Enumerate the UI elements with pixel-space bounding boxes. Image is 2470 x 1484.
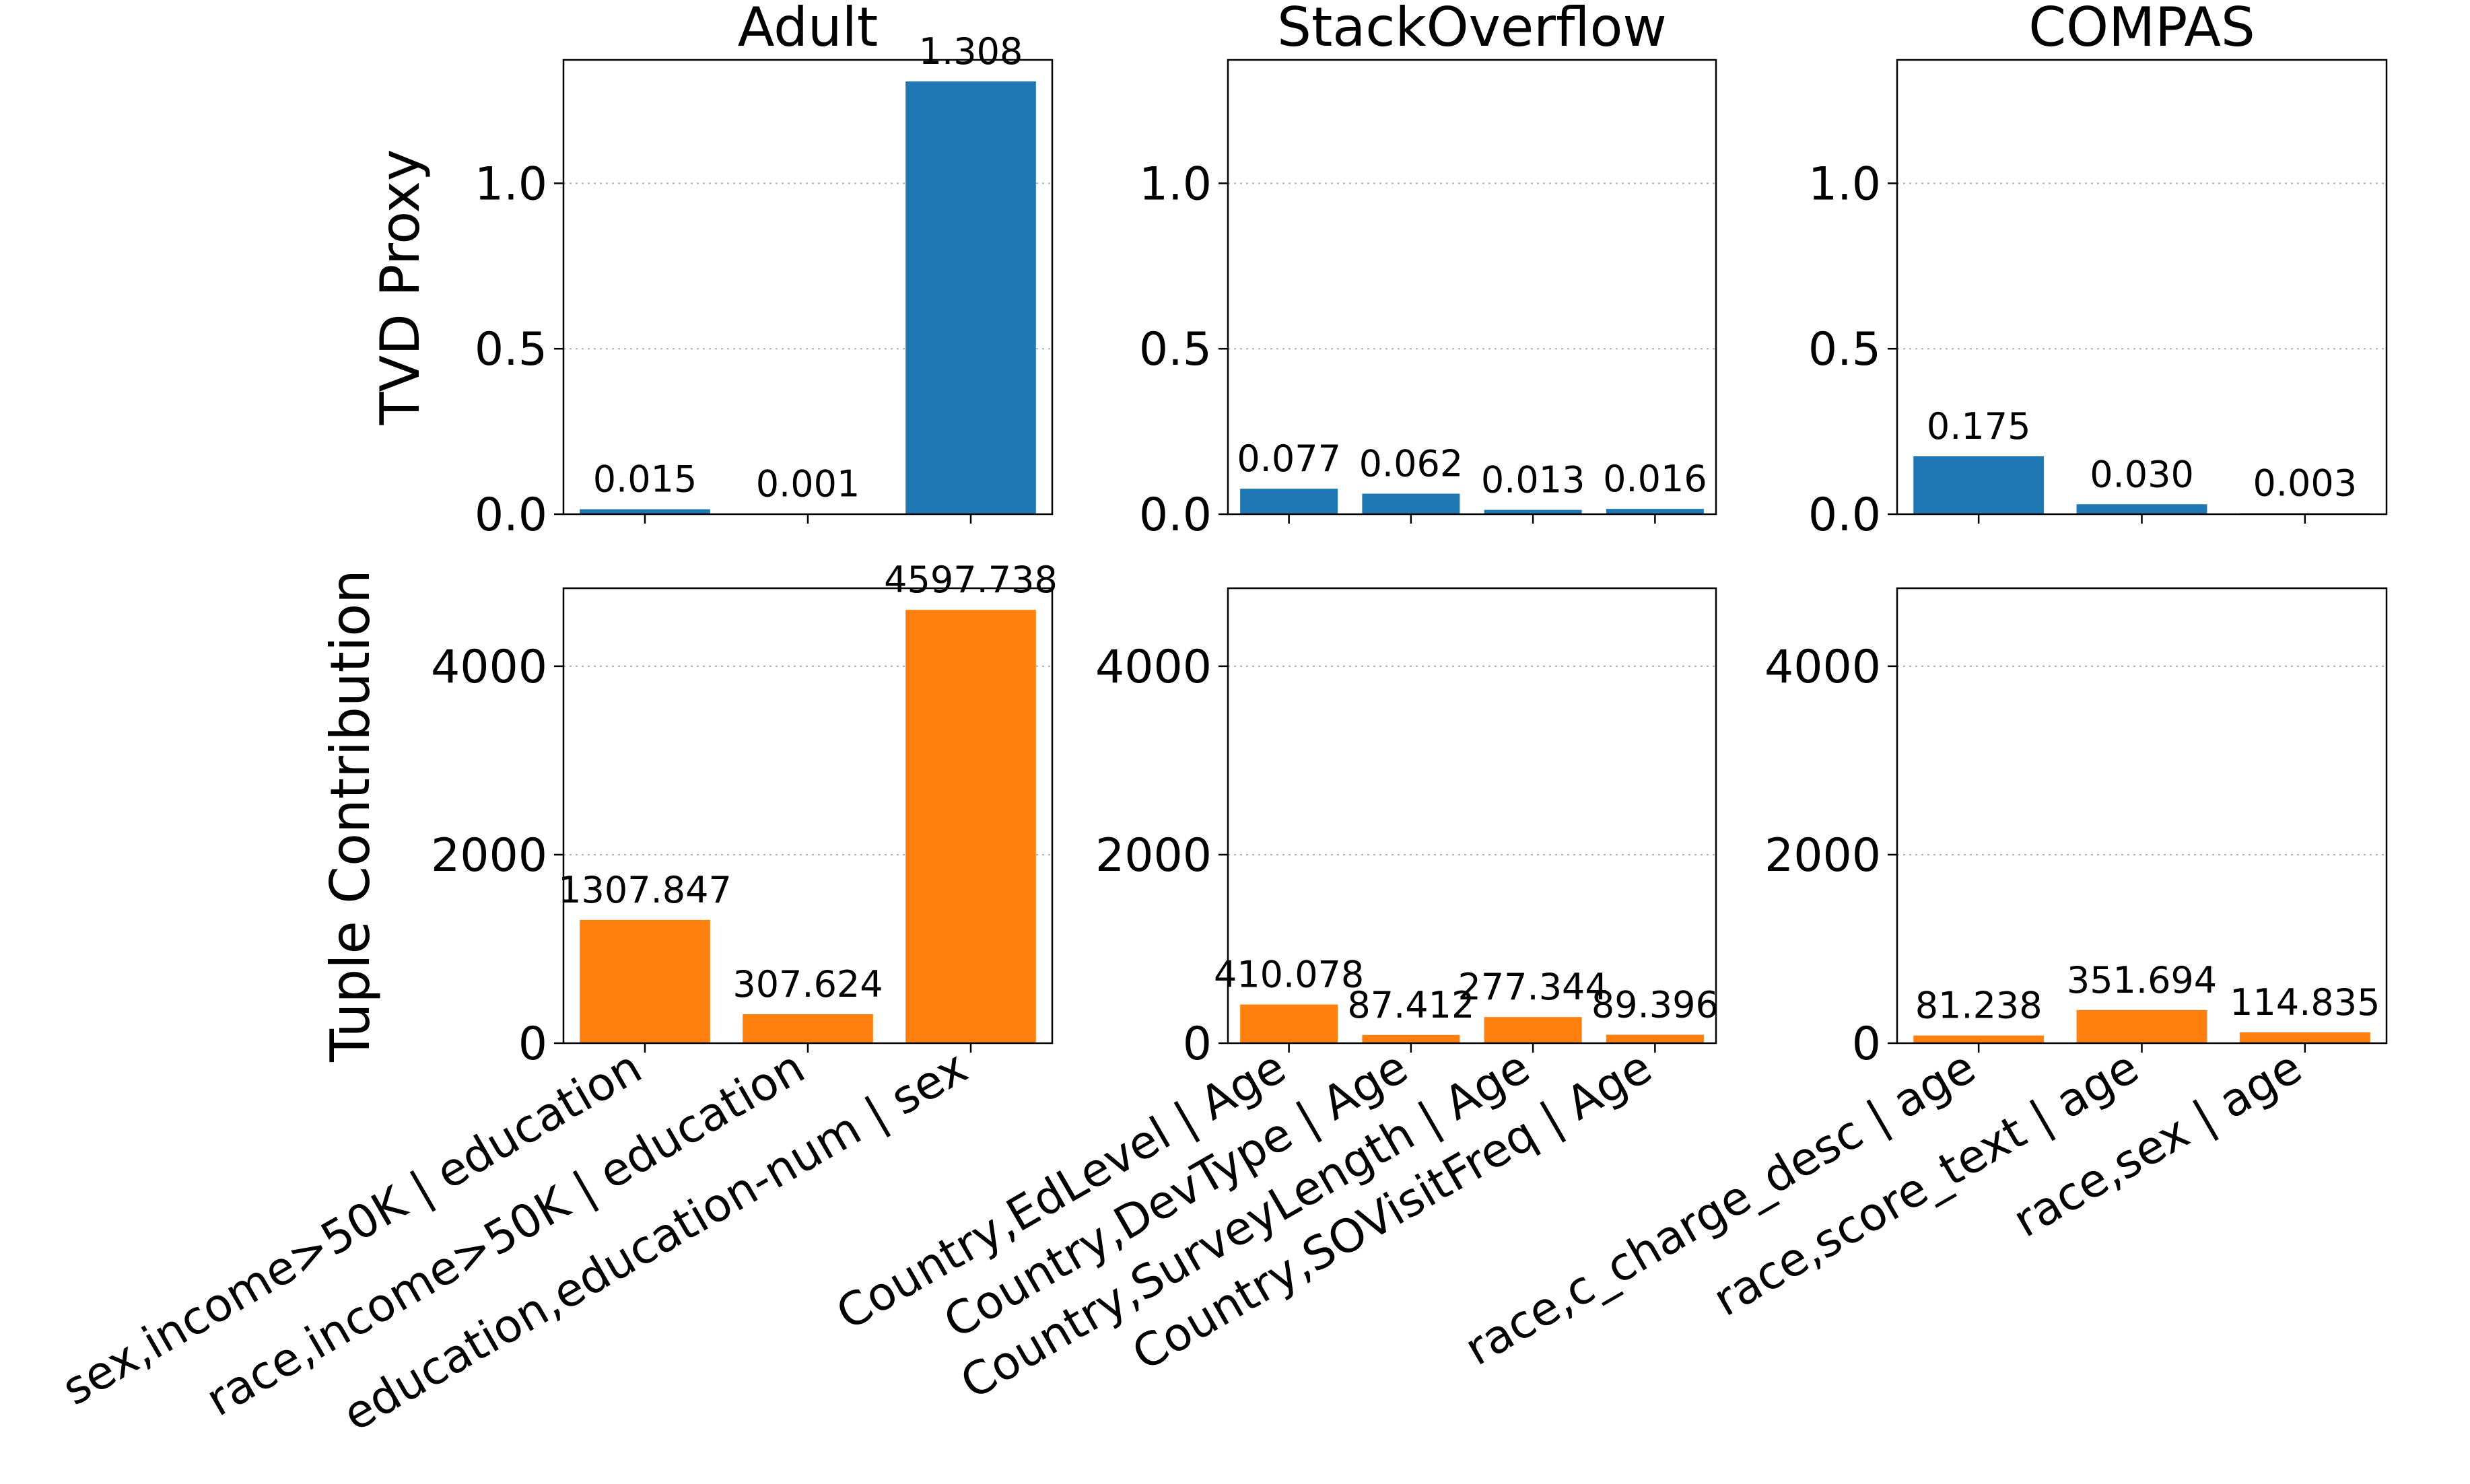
data-label: 0.062 <box>1359 443 1464 485</box>
data-label: 0.175 <box>1927 405 2031 448</box>
bar <box>2077 1010 2207 1043</box>
y-tick-label: 0.5 <box>475 323 547 376</box>
bar <box>1362 1035 1460 1043</box>
y-tick-label: 2000 <box>1764 829 1881 882</box>
data-label: 410.078 <box>1214 954 1364 996</box>
y-tick-label: 4000 <box>1764 641 1881 694</box>
data-label: 0.077 <box>1237 437 1341 480</box>
data-label: 277.344 <box>1457 966 1608 1008</box>
y-tick-label: 0 <box>518 1018 547 1071</box>
y-axis-label: Tuple Contribution <box>319 569 382 1063</box>
data-label: 81.238 <box>1915 985 2043 1027</box>
bar <box>1362 494 1460 514</box>
data-label: 114.835 <box>2230 981 2380 1024</box>
x-tick-label: race,sex | age <box>2004 1040 2310 1248</box>
data-label: 0.030 <box>2090 453 2194 495</box>
y-tick-label: 0 <box>1183 1018 1212 1071</box>
y-tick-label: 2000 <box>1095 829 1212 882</box>
data-label: 89.396 <box>1591 983 1719 1026</box>
y-tick-label: 1.0 <box>1808 157 1881 211</box>
bar <box>580 920 710 1043</box>
data-label: 0.013 <box>1481 459 1585 501</box>
x-tick-label: education,education-num | sex <box>335 1040 977 1442</box>
data-label: 87.412 <box>1347 984 1474 1026</box>
bar <box>1240 489 1338 514</box>
y-tick-label: 0 <box>1852 1018 1881 1071</box>
data-label: 1.308 <box>919 30 1023 73</box>
chart-title: Adult <box>738 0 878 59</box>
y-tick-label: 0.0 <box>475 489 547 542</box>
bar <box>2077 504 2207 514</box>
bar <box>1913 456 2044 514</box>
y-tick-label: 4000 <box>1095 641 1212 694</box>
y-tick-label: 4000 <box>431 641 547 694</box>
data-label: 0.015 <box>593 458 697 501</box>
data-label: 4597.738 <box>884 559 1058 601</box>
bar <box>1606 1034 1704 1043</box>
y-tick-label: 0.5 <box>1139 323 1212 376</box>
bar <box>905 610 1036 1043</box>
y-tick-label: 1.0 <box>475 157 547 211</box>
data-label: 0.016 <box>1603 458 1707 500</box>
bar <box>905 81 1036 514</box>
data-label: 351.694 <box>2067 959 2217 1001</box>
y-tick-label: 2000 <box>431 829 547 882</box>
y-axis-label: TVD Proxy <box>369 149 432 426</box>
y-tick-label: 0.0 <box>1139 489 1212 542</box>
bar <box>1484 1017 1582 1043</box>
data-label: 307.624 <box>732 963 883 1005</box>
chart-title: StackOverflow <box>1277 0 1667 59</box>
bar <box>2240 1032 2370 1043</box>
bar <box>1913 1036 2044 1043</box>
bar <box>1240 1005 1338 1043</box>
bar <box>743 1014 873 1043</box>
y-tick-label: 1.0 <box>1139 157 1212 211</box>
y-tick-label: 0.5 <box>1808 323 1881 376</box>
data-label: 0.001 <box>756 463 860 505</box>
chart-title: COMPAS <box>2028 0 2255 59</box>
y-tick-label: 0.0 <box>1808 489 1881 542</box>
data-label: 0.003 <box>2253 462 2358 505</box>
data-label: 1307.847 <box>558 869 732 911</box>
